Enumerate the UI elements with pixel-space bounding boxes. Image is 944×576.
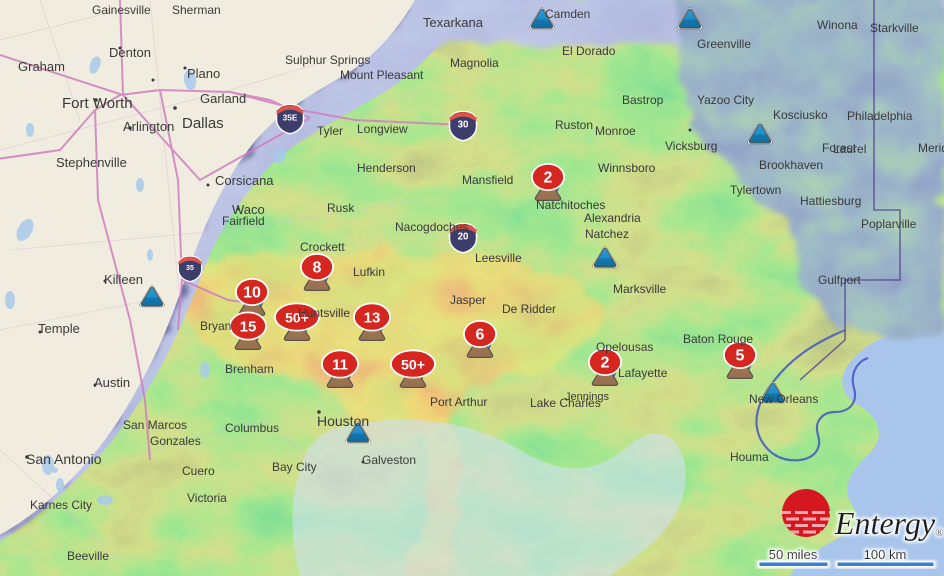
svg-text:Austin: Austin xyxy=(94,375,130,390)
svg-text:Plano: Plano xyxy=(187,66,220,81)
svg-text:Arlington: Arlington xyxy=(123,119,174,134)
svg-text:Tyler: Tyler xyxy=(317,124,343,138)
svg-text:2: 2 xyxy=(544,170,553,187)
svg-text:San Marcos: San Marcos xyxy=(123,418,187,432)
svg-text:30: 30 xyxy=(458,119,469,130)
svg-text:Sulphur Springs: Sulphur Springs xyxy=(285,53,370,67)
svg-text:Ruston: Ruston xyxy=(555,118,593,132)
svg-text:100 km: 100 km xyxy=(864,547,907,562)
svg-text:Natchitoches: Natchitoches xyxy=(536,198,605,212)
svg-text:Entergy®: Entergy® xyxy=(834,505,944,541)
svg-text:Baton Rouge: Baton Rouge xyxy=(683,332,753,346)
svg-text:Stephenville: Stephenville xyxy=(56,155,127,170)
svg-text:Houston: Houston xyxy=(317,413,369,429)
svg-text:Camden: Camden xyxy=(545,7,590,21)
svg-text:Beeville: Beeville xyxy=(67,549,109,563)
svg-text:Jasper: Jasper xyxy=(450,293,486,307)
svg-text:Dallas: Dallas xyxy=(182,115,224,132)
svg-text:Marksville: Marksville xyxy=(613,282,667,296)
svg-text:Magnolia: Magnolia xyxy=(450,56,499,70)
svg-text:Winona: Winona xyxy=(817,18,858,32)
svg-text:Greenville: Greenville xyxy=(697,37,751,51)
svg-text:Philadelphia: Philadelphia xyxy=(847,109,913,123)
svg-text:Winnsboro: Winnsboro xyxy=(598,161,656,175)
svg-text:Lufkin: Lufkin xyxy=(353,265,385,279)
svg-text:Corsicana: Corsicana xyxy=(215,173,274,188)
svg-text:Alexandria: Alexandria xyxy=(584,211,641,225)
svg-text:Fairfield: Fairfield xyxy=(222,214,265,228)
svg-text:35: 35 xyxy=(186,264,194,272)
svg-text:Tylertown: Tylertown xyxy=(730,183,781,197)
svg-text:Texarkana: Texarkana xyxy=(423,15,484,30)
svg-text:Graham: Graham xyxy=(18,59,65,74)
svg-text:Nacogdoches: Nacogdoches xyxy=(395,220,468,234)
svg-text:5: 5 xyxy=(736,348,745,365)
svg-text:Gonzales: Gonzales xyxy=(150,434,201,448)
svg-text:Crockett: Crockett xyxy=(300,240,345,254)
svg-text:10: 10 xyxy=(243,285,261,302)
svg-text:Houma: Houma xyxy=(730,450,769,464)
svg-text:Gainesville: Gainesville xyxy=(92,3,151,17)
svg-text:Port Arthur: Port Arthur xyxy=(430,395,487,409)
svg-text:Columbus: Columbus xyxy=(225,421,279,435)
svg-text:Cuero: Cuero xyxy=(182,464,215,478)
svg-text:11: 11 xyxy=(332,357,348,374)
svg-text:35E: 35E xyxy=(283,113,298,122)
svg-text:Lafayette: Lafayette xyxy=(618,366,668,380)
svg-text:New Orleans: New Orleans xyxy=(749,392,818,406)
svg-text:Killeen: Killeen xyxy=(104,272,143,287)
svg-text:Gulfport: Gulfport xyxy=(818,273,861,287)
svg-text:Fort Worth: Fort Worth xyxy=(62,95,133,112)
svg-text:Meridian: Meridian xyxy=(918,141,944,155)
svg-text:Monroe: Monroe xyxy=(595,124,636,138)
svg-text:Brookhaven: Brookhaven xyxy=(759,158,823,172)
svg-text:Rusk: Rusk xyxy=(327,201,355,215)
svg-text:Huntsville: Huntsville xyxy=(298,306,350,320)
svg-text:Temple: Temple xyxy=(38,321,80,336)
svg-text:Mansfield: Mansfield xyxy=(462,173,513,187)
svg-text:13: 13 xyxy=(364,310,381,327)
svg-text:Yazoo City: Yazoo City xyxy=(697,93,754,107)
svg-text:15: 15 xyxy=(240,319,257,336)
svg-text:De Ridder: De Ridder xyxy=(502,302,556,316)
svg-text:8: 8 xyxy=(313,260,322,277)
svg-text:Leesville: Leesville xyxy=(475,251,522,265)
svg-text:Starkville: Starkville xyxy=(870,21,919,35)
svg-text:Sherman: Sherman xyxy=(172,3,221,17)
svg-text:6: 6 xyxy=(476,327,485,344)
svg-text:Bay City: Bay City xyxy=(272,460,317,474)
svg-text:Natchez: Natchez xyxy=(585,227,629,241)
svg-text:Longview: Longview xyxy=(357,122,408,136)
svg-text:Galveston: Galveston xyxy=(362,453,416,467)
svg-text:50+: 50+ xyxy=(401,357,425,373)
svg-text:50 miles: 50 miles xyxy=(769,547,818,562)
svg-text:Jennings: Jennings xyxy=(565,391,610,403)
svg-text:Opelousas: Opelousas xyxy=(596,340,653,354)
svg-text:Garland: Garland xyxy=(200,91,246,106)
svg-text:Bastrop: Bastrop xyxy=(622,93,664,107)
svg-text:El Dorado: El Dorado xyxy=(562,44,616,58)
svg-text:Kosciusko: Kosciusko xyxy=(773,108,828,122)
svg-text:2: 2 xyxy=(601,355,610,372)
svg-text:Victoria: Victoria xyxy=(187,491,227,505)
svg-text:Mount Pleasant: Mount Pleasant xyxy=(340,68,424,82)
svg-text:Karnes City: Karnes City xyxy=(30,498,92,512)
svg-text:Bryan: Bryan xyxy=(200,319,231,333)
svg-text:Henderson: Henderson xyxy=(357,161,416,175)
svg-text:Denton: Denton xyxy=(109,45,151,60)
svg-text:San Antonio: San Antonio xyxy=(26,451,102,467)
svg-text:Vicksburg: Vicksburg xyxy=(665,139,717,153)
svg-text:Hattiesburg: Hattiesburg xyxy=(800,194,861,208)
svg-text:Poplarville: Poplarville xyxy=(861,217,917,231)
svg-text:Brenham: Brenham xyxy=(225,362,274,376)
svg-text:Laurel: Laurel xyxy=(833,142,866,156)
